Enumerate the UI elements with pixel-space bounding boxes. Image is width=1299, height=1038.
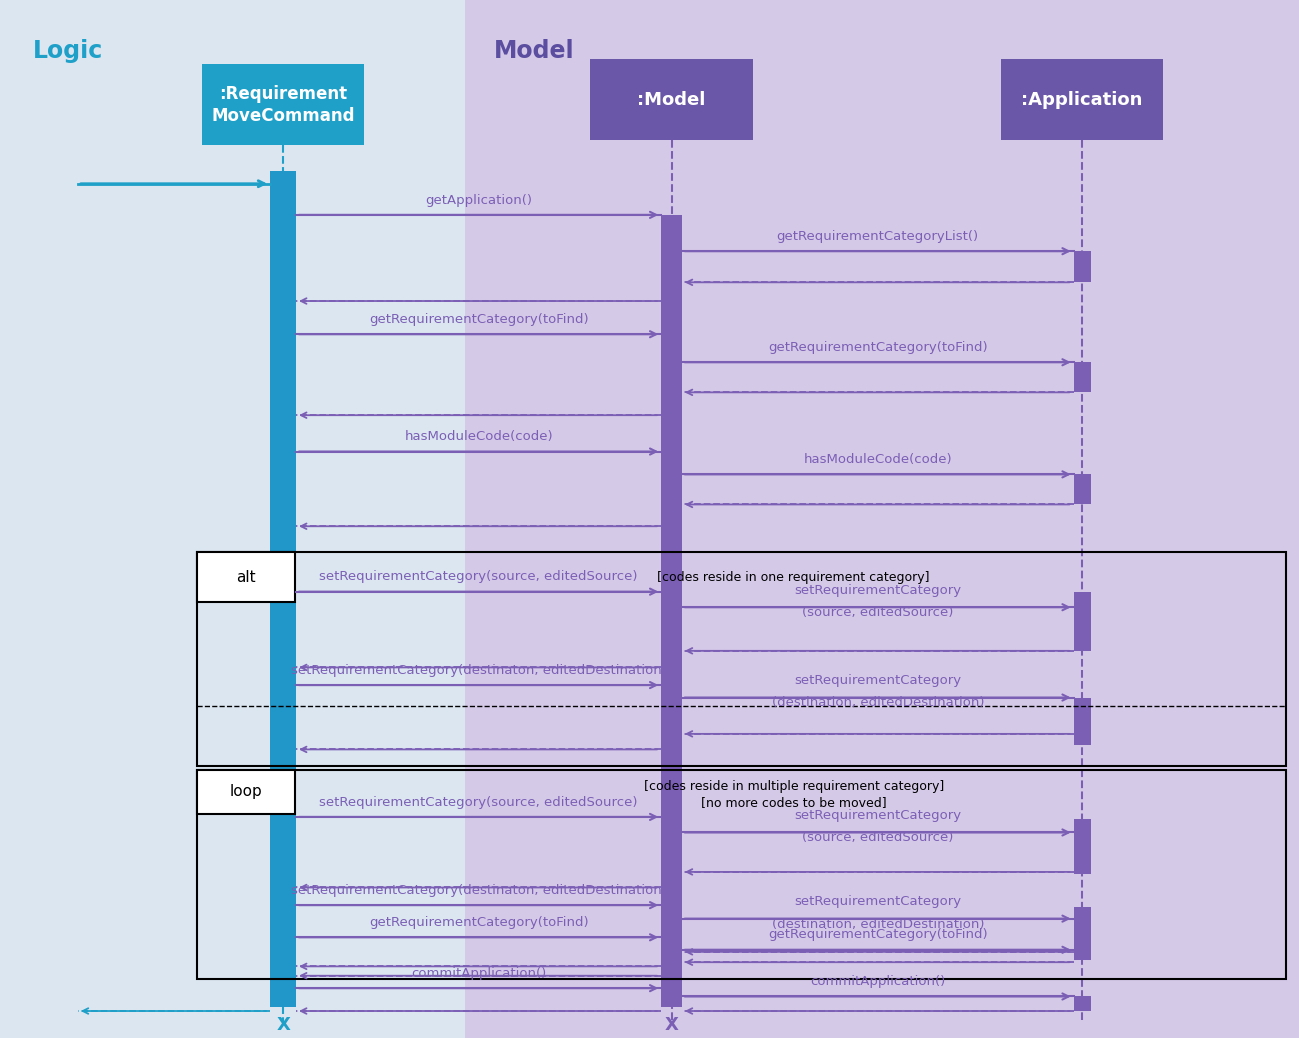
Text: :Model: :Model [638,90,705,109]
Text: setRequirementCategory: setRequirementCategory [794,583,961,597]
Text: commitApplication(): commitApplication() [410,966,547,980]
FancyBboxPatch shape [465,0,1299,1038]
Text: Logic: Logic [32,39,103,63]
FancyBboxPatch shape [1073,592,1090,651]
Text: Model: Model [494,39,574,63]
Text: (source, editedSource): (source, editedSource) [801,606,953,620]
Text: :Application: :Application [1021,90,1143,109]
Text: setRequirementCategory: setRequirementCategory [794,895,961,908]
FancyBboxPatch shape [1073,939,1090,960]
Text: [codes reside in one requirement category]: [codes reside in one requirement categor… [657,571,930,583]
FancyBboxPatch shape [197,770,295,814]
Text: setRequirementCategory(source, editedSource): setRequirementCategory(source, editedSou… [320,795,638,809]
Text: setRequirementCategory: setRequirementCategory [794,809,961,822]
FancyBboxPatch shape [1073,251,1090,282]
Text: :Requirement
MoveCommand: :Requirement MoveCommand [212,85,355,125]
Text: hasModuleCode(code): hasModuleCode(code) [804,453,952,466]
Text: setRequirementCategory: setRequirementCategory [794,674,961,687]
Text: alt: alt [236,570,256,584]
Text: setRequirementCategory(destinaton, editedDestination): setRequirementCategory(destinaton, edite… [291,883,666,897]
FancyBboxPatch shape [1073,819,1090,874]
Text: X: X [665,1015,678,1034]
Text: getRequirementCategory(toFind): getRequirementCategory(toFind) [369,916,588,929]
Text: [no more codes to be moved]: [no more codes to be moved] [701,796,886,810]
FancyBboxPatch shape [1000,59,1164,140]
FancyBboxPatch shape [201,64,364,145]
FancyBboxPatch shape [0,0,465,1038]
FancyBboxPatch shape [1073,474,1090,504]
FancyBboxPatch shape [1073,996,1090,1011]
Text: [codes reside in multiple requirement category]: [codes reside in multiple requirement ca… [643,781,944,793]
Text: commitApplication(): commitApplication() [811,975,946,988]
FancyBboxPatch shape [590,59,752,140]
FancyBboxPatch shape [1073,907,1090,953]
FancyBboxPatch shape [1073,698,1090,745]
Text: loop: loop [230,785,262,799]
Text: setRequirementCategory(source, editedSource): setRequirementCategory(source, editedSou… [320,570,638,583]
Text: X: X [277,1015,290,1034]
Text: (destination, editedDestination): (destination, editedDestination) [772,918,985,931]
Text: (destination, editedDestination): (destination, editedDestination) [772,696,985,710]
Text: hasModuleCode(code): hasModuleCode(code) [404,430,553,443]
Text: (source, editedSource): (source, editedSource) [801,831,953,845]
FancyBboxPatch shape [270,171,296,1007]
Text: getRequirementCategory(toFind): getRequirementCategory(toFind) [369,312,588,326]
Text: getRequirementCategory(toFind): getRequirementCategory(toFind) [768,340,987,354]
FancyBboxPatch shape [661,215,682,1007]
FancyBboxPatch shape [1073,362,1090,392]
Text: setRequirementCategory(destinaton, editedDestination): setRequirementCategory(destinaton, edite… [291,663,666,677]
Text: getRequirementCategory(toFind): getRequirementCategory(toFind) [768,928,987,941]
Text: getApplication(): getApplication() [425,193,533,207]
Text: getRequirementCategoryList(): getRequirementCategoryList() [777,229,979,243]
FancyBboxPatch shape [197,552,295,602]
